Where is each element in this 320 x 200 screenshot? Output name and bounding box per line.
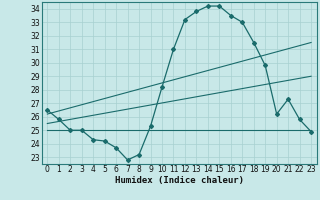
- X-axis label: Humidex (Indice chaleur): Humidex (Indice chaleur): [115, 176, 244, 185]
